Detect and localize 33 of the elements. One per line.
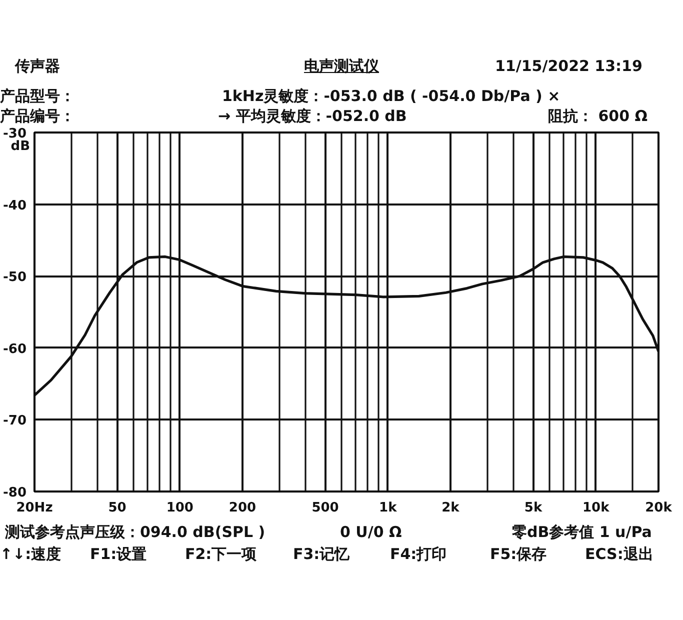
text: 产品型号： — [0, 86, 75, 107]
x-tick-label: 2k — [442, 500, 460, 516]
text: F1:设置 — [90, 544, 147, 565]
text: ↑↓:速度 — [0, 544, 62, 565]
text: 传声器 — [15, 56, 60, 77]
x-tick-label: 500 — [312, 500, 339, 516]
x-tick-label: 200 — [228, 500, 256, 516]
text: 测试参考点声压级：094.0 dB(SPL ) — [5, 522, 266, 543]
x-tick-label: 20k — [645, 500, 672, 516]
x-tick-label: 20Hz — [16, 500, 53, 516]
chart-title: 电声测试仪 — [304, 57, 379, 75]
text: 零dB参考值 1 u/Pa — [512, 522, 652, 543]
text: 阻抗： 600 Ω — [548, 106, 648, 127]
y-tick-label: -60 — [3, 342, 27, 357]
y-tick-label: -40 — [3, 198, 27, 214]
x-tick-label: 10k — [582, 500, 610, 516]
x-tick-label: 5k — [524, 500, 542, 516]
text: 产品编号： — [0, 106, 75, 127]
text: F2:下一项 — [185, 544, 257, 565]
text: F3:记忆 — [293, 544, 350, 565]
y-tick-label: -80 — [3, 486, 27, 500]
text: F5:保存 — [490, 544, 547, 565]
text: 0 U/0 Ω — [340, 522, 402, 543]
x-tick-label: 100 — [166, 500, 194, 516]
y-tick-label: -50 — [3, 270, 27, 286]
text: F4:打印 — [390, 544, 447, 565]
text: → 平均灵敏度：-052.0 dB — [218, 106, 407, 127]
text: 1kHz灵敏度：-053.0 dB ( -054.0 Db/Pa ) × — [222, 86, 560, 107]
text: 11/15/2022 13:19 — [495, 56, 642, 77]
y-tick-label: -70 — [3, 414, 27, 429]
x-tick-label: 50 — [108, 500, 126, 516]
x-tick-label: 1k — [379, 500, 398, 516]
text: ECS:退出 — [585, 544, 654, 565]
